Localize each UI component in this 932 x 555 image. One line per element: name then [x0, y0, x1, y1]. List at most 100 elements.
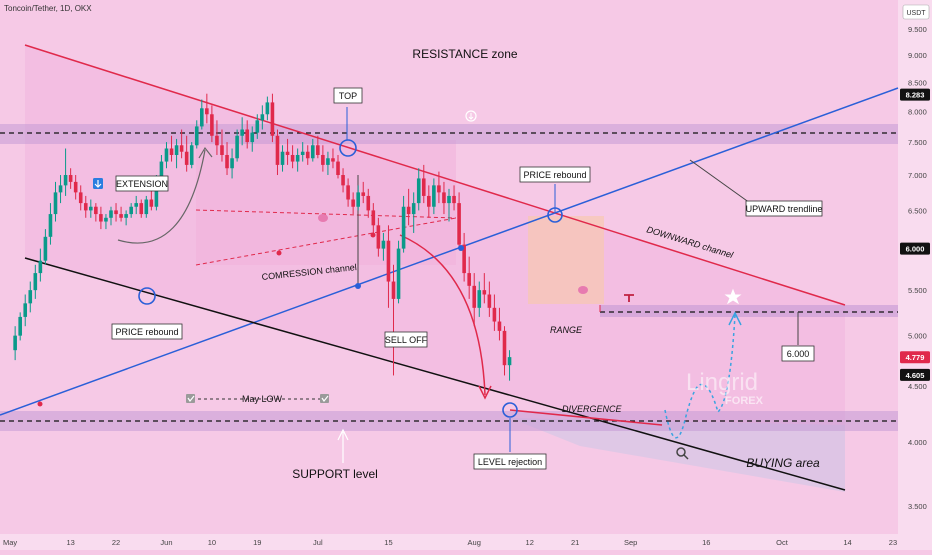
price-tick-label: 7.000 [908, 171, 927, 180]
price-tick-label: 8.000 [908, 107, 927, 116]
rebound-marker-aug [547, 207, 563, 223]
resistance-band [0, 124, 898, 144]
candle [78, 192, 83, 204]
candle [215, 135, 219, 146]
candle [129, 206, 133, 215]
upward-trendline-label: UPWARD trendline [746, 204, 823, 214]
time-tick-label: Sep [624, 538, 637, 547]
candle [68, 175, 73, 182]
search-handle-icon [683, 454, 689, 460]
candle [305, 151, 310, 159]
hammer-icon [624, 294, 634, 302]
checkmark-icon-left [187, 395, 195, 403]
candle [452, 195, 456, 204]
support-band [0, 411, 898, 431]
upward-trendline-box [745, 200, 823, 217]
down-circle-arrow-icon [468, 113, 474, 120]
divergence-label: DIVERGENCE [562, 404, 623, 414]
candle [467, 273, 471, 286]
extension-label-box [115, 175, 169, 192]
candle [154, 181, 159, 207]
range-zone [528, 216, 604, 304]
price-tick-label: 5.000 [908, 332, 927, 341]
candles [13, 93, 512, 381]
candle [149, 199, 154, 207]
price-tick-label: 5.500 [908, 286, 927, 295]
support-pointer-head [337, 428, 349, 441]
rebound-marker-may [138, 287, 156, 305]
candle [427, 195, 431, 207]
candle [376, 225, 381, 249]
candle [442, 192, 446, 204]
time-tick-label: Aug [468, 538, 481, 547]
candle [240, 129, 244, 136]
range-label: RANGE [550, 325, 583, 335]
candle [477, 290, 482, 308]
candle [210, 114, 214, 136]
price-rebound-may-box [111, 323, 183, 340]
candle [89, 206, 93, 211]
candle [83, 203, 88, 211]
resistance-zone-label: RESISTANCE zone [412, 47, 517, 61]
compression-line-lower [195, 217, 457, 266]
candle [159, 161, 164, 182]
candle [295, 154, 300, 162]
star-icon [724, 288, 742, 305]
candle [230, 158, 234, 169]
candle [53, 192, 58, 215]
price-tick-label: 8.500 [908, 78, 927, 87]
candle [33, 273, 38, 291]
top-label-box [333, 87, 363, 104]
divergence-line [509, 409, 663, 426]
candle [321, 154, 325, 165]
candle [119, 214, 123, 218]
candle [169, 148, 174, 155]
time-axis: May 13 22 Jun 10 19 Jul 15 Aug 12 21 Sep 16 Oct 14 23 [3, 538, 897, 547]
price-tick-label: 3.500 [908, 502, 927, 511]
extension-label: EXTENSION [116, 179, 168, 189]
candle [255, 120, 260, 133]
candle [265, 102, 270, 115]
candle [341, 175, 345, 186]
price-tag-label: 8.283 [906, 91, 925, 100]
candle [300, 151, 305, 155]
candle [43, 236, 48, 261]
time-tick-label: May [3, 538, 17, 547]
top-marker [339, 139, 357, 157]
price-tick-label: 4.000 [908, 438, 927, 447]
time-tick-label: 23 [889, 538, 897, 547]
price-tick-label: 4.500 [908, 382, 927, 391]
candle [164, 148, 169, 162]
candle [114, 210, 118, 215]
time-tick-label: Jul [313, 538, 323, 547]
candle [199, 108, 204, 127]
candle [18, 316, 22, 336]
sell-off-arrowhead [478, 385, 492, 400]
time-tick-label: Jun [160, 538, 172, 547]
time-tick-label: 21 [571, 538, 579, 547]
candle [381, 240, 386, 249]
time-tick-label: 12 [526, 538, 534, 547]
may-low-dot [37, 401, 43, 407]
down-arrow-glyph-icon [94, 180, 102, 188]
compression-zone [196, 140, 456, 265]
candle [235, 135, 239, 159]
chart-title: Toncoin/Tether, 1D, OKX [4, 4, 92, 13]
currency-label: USDT [906, 10, 926, 17]
price-rebound-may-label: PRICE rebound [115, 327, 178, 337]
candle [492, 307, 497, 322]
price-tick-label: 7.500 [908, 138, 927, 147]
price-rebound-aug-label: PRICE rebound [523, 170, 586, 180]
support-level-label: SUPPORT level [292, 467, 378, 481]
candle [487, 294, 492, 308]
upward-trendline [0, 87, 899, 416]
price-tick-label: 9.000 [908, 51, 927, 60]
candle [356, 192, 360, 207]
candle [421, 178, 426, 196]
candle [220, 145, 224, 155]
candle [23, 303, 28, 317]
candle [507, 357, 512, 366]
projection-arrowhead [728, 311, 742, 326]
